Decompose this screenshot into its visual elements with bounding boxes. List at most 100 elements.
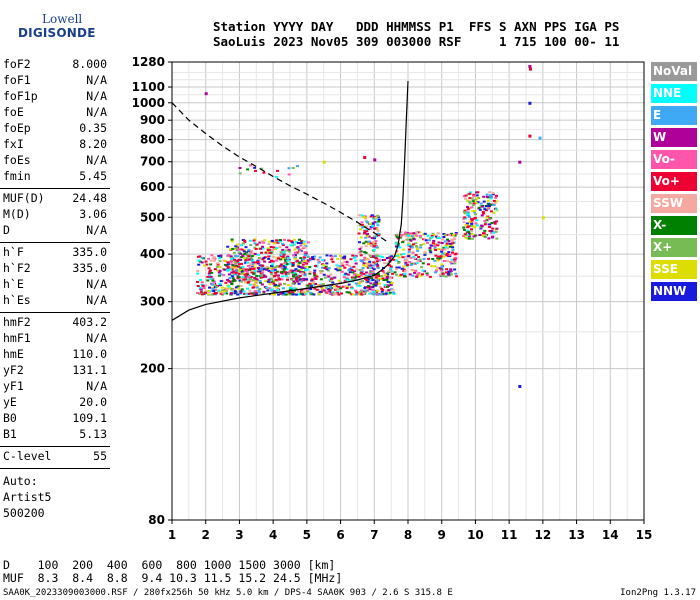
x-tick-label: 1 [168,528,176,542]
echo-pixel [227,273,231,276]
echo-pixel [365,288,369,291]
echo-pixel [209,275,213,278]
echo-pixel [402,240,406,242]
echo-pixel [240,271,244,274]
echo-pixel [477,197,481,199]
echo-pixel [468,200,471,203]
param-separator [0,446,110,447]
echo-pixel [472,226,476,229]
echo-pixel [470,219,474,222]
echo-pixel [284,259,288,262]
param-row: foF2 8.000 [3,57,107,73]
dashed-curve [172,102,389,243]
echo-pixel [343,285,347,288]
echo-pixel [212,256,216,259]
echo-point [322,160,326,164]
echo-pixel [266,249,270,252]
echo-pixel [197,259,201,262]
echo-pixel [245,268,248,271]
param-name: h`F [3,245,24,259]
echo-pixel [376,279,380,282]
echo-pixel [239,291,243,294]
echo-pixel [368,240,371,243]
param-row: B0 109.1 [3,411,107,427]
echo-pixel [271,280,275,283]
echo-pixel [309,288,313,290]
echo-pixel [203,264,207,267]
echo-pixel [317,261,321,264]
echo-pixel [355,291,359,294]
echo-pixel [258,270,262,273]
echo-pixel [243,257,247,260]
param-value: N/A [86,379,107,393]
echo-pixel [481,211,485,213]
echo-pixel [357,275,361,278]
echo-pixel [265,286,269,289]
echo-pixel [392,258,396,261]
echo-pixel [232,279,236,282]
echo-pixel [377,282,381,285]
echo-pixel [383,284,387,286]
echo-pixel [219,254,223,257]
echo-pixel [243,292,247,295]
echo-pixel [462,221,466,224]
echo-pixel [402,268,406,271]
echo-pixel [329,273,333,276]
echo-pixel [432,240,436,242]
echo-pixel [412,255,416,258]
echo-pixel [208,269,212,272]
echo-pixel [265,265,269,268]
echo-pixel [485,219,489,222]
echo-pixel [350,269,354,271]
echo-pixel [274,278,278,281]
echo-pixel [320,270,324,273]
echo-pixel [254,277,258,280]
echo-pixel [291,271,294,274]
echo-pixel [333,285,337,288]
echo-pixel [244,246,248,249]
echo-pixel [260,276,263,279]
echo-pixel [318,284,322,287]
echo-pixel [210,289,214,292]
x-tick-label: 6 [336,528,344,542]
echo-pixel [209,287,213,289]
echo-pixel [413,257,417,260]
echo-pixel [436,232,440,235]
echo-pixel [265,268,269,271]
echo-pixel [370,267,374,269]
echo-pixel [471,204,475,207]
echo-pixel [476,191,480,194]
echo-pixel [211,257,215,260]
echo-pixel [258,265,262,268]
echo-pixel [336,269,340,272]
echo-pixel [276,241,280,244]
x-tick-label: 4 [269,528,277,542]
echo-pixel [487,203,491,206]
echo-pixel [308,272,312,275]
echo-pixel [468,207,471,209]
param-separator [0,468,110,469]
echo-pixel [269,281,272,284]
echo-pixel [440,271,444,274]
echo-pixel [251,261,255,264]
echo-pixel [470,197,474,200]
auto-line: Auto: [3,474,38,488]
param-name: yE [3,395,17,409]
echo-pixel [249,164,253,167]
echo-pixel [288,292,292,295]
param-row: fxI 8.20 [3,137,107,153]
echo-pixel [303,274,307,277]
echo-pixel [293,272,297,275]
echo-pixel [246,276,250,279]
echo-pixel [291,244,295,247]
param-row: hmF2 403.2 [3,315,107,331]
param-row: MUF(D) 24.48 [3,191,107,207]
echo-pixel [283,282,287,285]
echo-pixel [403,233,407,236]
echo-pixel [442,236,446,238]
x-tick-label: 14 [602,528,619,542]
echo-pixel [255,274,259,277]
param-row: foEp 0.35 [3,121,107,137]
param-value: 5.45 [79,169,107,183]
echo-pixel [365,230,369,233]
